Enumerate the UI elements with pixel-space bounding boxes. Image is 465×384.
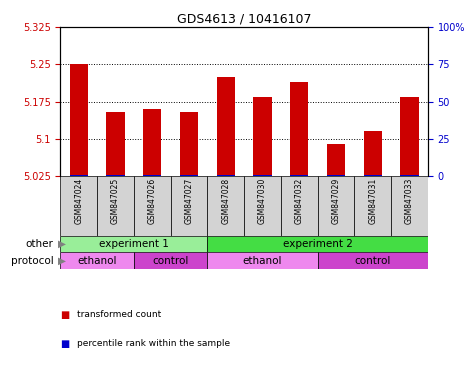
- Bar: [134, 252, 207, 269]
- Bar: [244, 176, 281, 236]
- Text: protocol: protocol: [11, 256, 53, 266]
- Bar: [171, 176, 207, 236]
- Bar: [143, 109, 161, 176]
- Text: ■: ■: [60, 339, 70, 349]
- Bar: [60, 236, 207, 252]
- Text: GSM847031: GSM847031: [368, 178, 377, 224]
- Bar: [253, 175, 272, 176]
- Text: transformed count: transformed count: [77, 310, 161, 319]
- Bar: [281, 176, 318, 236]
- Text: ethanol: ethanol: [78, 256, 117, 266]
- Bar: [318, 176, 354, 236]
- Text: GSM847024: GSM847024: [74, 178, 83, 224]
- Text: control: control: [153, 256, 189, 266]
- Text: control: control: [354, 256, 391, 266]
- Bar: [217, 175, 235, 176]
- Text: GSM847029: GSM847029: [332, 178, 340, 224]
- Bar: [364, 131, 382, 176]
- Text: experiment 1: experiment 1: [99, 239, 169, 249]
- Text: ethanol: ethanol: [243, 256, 282, 266]
- Bar: [217, 77, 235, 176]
- Bar: [70, 64, 88, 176]
- Bar: [364, 175, 382, 176]
- Bar: [327, 144, 345, 176]
- Bar: [106, 111, 125, 176]
- Text: ■: ■: [60, 310, 70, 320]
- Text: GSM847032: GSM847032: [295, 178, 304, 224]
- Bar: [400, 175, 418, 176]
- Text: experiment 2: experiment 2: [283, 239, 352, 249]
- Bar: [106, 175, 125, 176]
- Bar: [134, 176, 171, 236]
- Bar: [60, 176, 97, 236]
- Text: ▶: ▶: [58, 239, 66, 249]
- Bar: [207, 176, 244, 236]
- Text: GSM847027: GSM847027: [185, 178, 193, 224]
- Bar: [253, 96, 272, 176]
- Bar: [207, 252, 318, 269]
- Text: percentile rank within the sample: percentile rank within the sample: [77, 339, 230, 348]
- Bar: [143, 175, 161, 176]
- Bar: [207, 236, 428, 252]
- Bar: [318, 252, 428, 269]
- Title: GDS4613 / 10416107: GDS4613 / 10416107: [177, 13, 312, 26]
- Text: GSM847028: GSM847028: [221, 178, 230, 224]
- Bar: [97, 176, 134, 236]
- Bar: [400, 96, 418, 176]
- Text: GSM847026: GSM847026: [148, 178, 157, 224]
- Bar: [290, 82, 308, 176]
- Text: GSM847025: GSM847025: [111, 178, 120, 224]
- Text: GSM847030: GSM847030: [258, 178, 267, 224]
- Text: other: other: [26, 239, 53, 249]
- Bar: [354, 176, 391, 236]
- Bar: [70, 175, 88, 176]
- Bar: [60, 252, 134, 269]
- Text: GSM847033: GSM847033: [405, 178, 414, 224]
- Bar: [180, 111, 198, 176]
- Bar: [391, 176, 428, 236]
- Bar: [327, 175, 345, 176]
- Text: ▶: ▶: [58, 256, 66, 266]
- Bar: [290, 175, 308, 176]
- Bar: [180, 175, 198, 176]
